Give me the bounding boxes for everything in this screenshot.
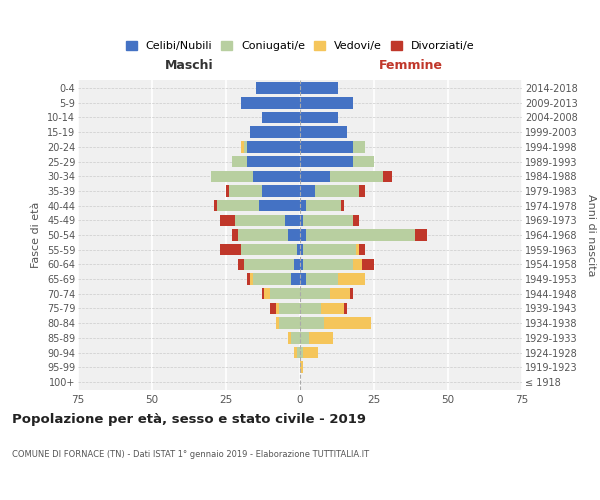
- Bar: [344, 302, 347, 314]
- Bar: [300, 141, 353, 152]
- Bar: [256, 82, 300, 94]
- Bar: [277, 302, 279, 314]
- Bar: [353, 141, 365, 152]
- Bar: [241, 97, 300, 108]
- Bar: [250, 274, 253, 285]
- Bar: [303, 214, 353, 226]
- Bar: [279, 302, 300, 314]
- Bar: [279, 318, 300, 329]
- Bar: [300, 82, 338, 94]
- Bar: [300, 332, 309, 344]
- Bar: [315, 185, 359, 196]
- Legend: Celibi/Nubili, Coniugati/e, Vedovi/e, Divorziati/e: Celibi/Nubili, Coniugati/e, Vedovi/e, Di…: [121, 36, 479, 56]
- Bar: [247, 274, 250, 285]
- Bar: [247, 156, 300, 168]
- Bar: [300, 97, 353, 108]
- Bar: [232, 156, 247, 168]
- Bar: [271, 302, 277, 314]
- Bar: [232, 230, 238, 240]
- Bar: [220, 244, 241, 256]
- Bar: [259, 200, 300, 211]
- Bar: [271, 288, 300, 300]
- Bar: [291, 332, 300, 344]
- Bar: [214, 200, 217, 211]
- Bar: [250, 126, 300, 138]
- Text: Maschi: Maschi: [164, 59, 214, 72]
- Bar: [300, 185, 315, 196]
- Bar: [300, 318, 323, 329]
- Bar: [353, 156, 374, 168]
- Bar: [415, 230, 427, 240]
- Bar: [262, 185, 300, 196]
- Bar: [297, 244, 300, 256]
- Bar: [303, 258, 353, 270]
- Bar: [294, 347, 297, 358]
- Bar: [238, 258, 244, 270]
- Bar: [306, 274, 338, 285]
- Bar: [241, 141, 244, 152]
- Bar: [244, 258, 294, 270]
- Y-axis label: Anni di nascita: Anni di nascita: [586, 194, 596, 276]
- Bar: [300, 288, 329, 300]
- Bar: [300, 347, 303, 358]
- Bar: [247, 141, 300, 152]
- Bar: [285, 214, 300, 226]
- Bar: [262, 288, 265, 300]
- Bar: [306, 200, 341, 211]
- Bar: [300, 258, 303, 270]
- Text: COMUNE DI FORNACE (TN) - Dati ISTAT 1° gennaio 2019 - Elaborazione TUTTITALIA.IT: COMUNE DI FORNACE (TN) - Dati ISTAT 1° g…: [12, 450, 369, 459]
- Bar: [341, 200, 344, 211]
- Bar: [277, 318, 279, 329]
- Bar: [300, 274, 306, 285]
- Bar: [262, 112, 300, 123]
- Bar: [356, 244, 359, 256]
- Bar: [300, 170, 329, 182]
- Bar: [300, 244, 303, 256]
- Text: Popolazione per età, sesso e stato civile - 2019: Popolazione per età, sesso e stato civil…: [12, 412, 366, 426]
- Bar: [350, 288, 353, 300]
- Bar: [359, 185, 365, 196]
- Bar: [300, 362, 303, 373]
- Bar: [300, 302, 321, 314]
- Bar: [229, 185, 262, 196]
- Bar: [359, 244, 365, 256]
- Bar: [362, 258, 374, 270]
- Bar: [235, 214, 285, 226]
- Bar: [297, 347, 300, 358]
- Bar: [383, 170, 392, 182]
- Bar: [220, 214, 235, 226]
- Bar: [288, 230, 300, 240]
- Bar: [244, 141, 247, 152]
- Bar: [300, 156, 353, 168]
- Bar: [294, 258, 300, 270]
- Bar: [217, 200, 259, 211]
- Bar: [321, 302, 344, 314]
- Bar: [303, 244, 356, 256]
- Bar: [300, 112, 338, 123]
- Bar: [241, 244, 297, 256]
- Y-axis label: Fasce di età: Fasce di età: [31, 202, 41, 268]
- Bar: [238, 230, 288, 240]
- Bar: [211, 170, 253, 182]
- Bar: [226, 185, 229, 196]
- Text: Femmine: Femmine: [379, 59, 443, 72]
- Bar: [300, 230, 306, 240]
- Bar: [303, 347, 318, 358]
- Bar: [323, 318, 371, 329]
- Bar: [338, 274, 365, 285]
- Bar: [300, 200, 306, 211]
- Bar: [253, 170, 300, 182]
- Bar: [300, 126, 347, 138]
- Bar: [329, 288, 350, 300]
- Bar: [353, 258, 362, 270]
- Bar: [306, 230, 415, 240]
- Bar: [288, 332, 291, 344]
- Bar: [329, 170, 383, 182]
- Bar: [291, 274, 300, 285]
- Bar: [353, 214, 359, 226]
- Bar: [300, 214, 303, 226]
- Bar: [253, 274, 291, 285]
- Bar: [265, 288, 271, 300]
- Bar: [309, 332, 332, 344]
